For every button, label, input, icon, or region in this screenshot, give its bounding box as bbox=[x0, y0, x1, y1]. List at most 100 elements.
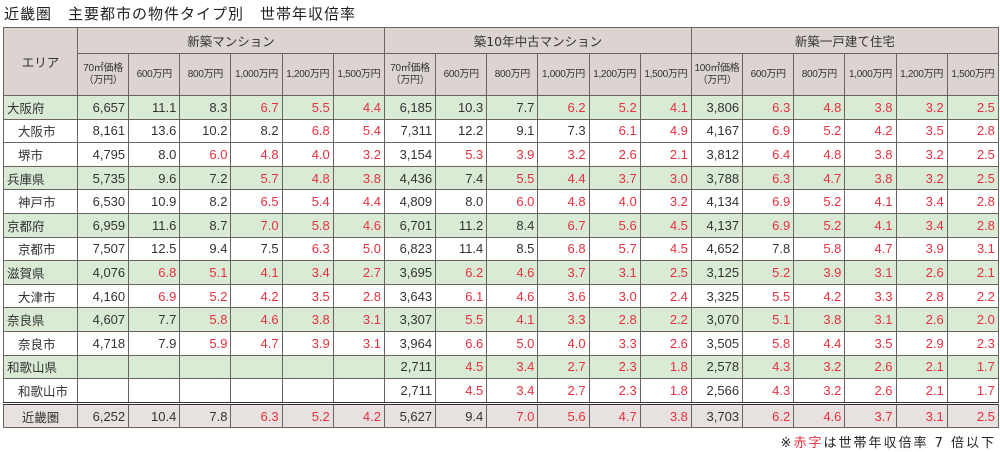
ratio-cell: 6.9 bbox=[742, 212, 795, 238]
table-row: 大阪市 8,161 13.6 10.2 8.2 6.8 5.4 7,311 12.2 9.1 7.3… bbox=[3, 118, 999, 144]
ratio-cell: 7.8 bbox=[742, 236, 795, 262]
ratio-cell: 5.6 bbox=[588, 212, 641, 238]
group-header: 新築一戸建て住宅 bbox=[690, 27, 999, 54]
price-cell: 6,530 bbox=[76, 189, 130, 214]
ratio-cell: 8.0 bbox=[128, 142, 181, 167]
price-cell: 3,812 bbox=[690, 142, 744, 167]
price-header: 70㎡価格（万円） bbox=[76, 53, 130, 96]
ratio-cell: 5.5 bbox=[435, 307, 488, 332]
ratio-cell: 3.3 bbox=[588, 330, 641, 356]
ratio-cell: 3.2 bbox=[895, 165, 948, 191]
ratio-cell: 2.6 bbox=[588, 142, 641, 167]
ratio-cell: 5.1 bbox=[742, 307, 795, 332]
ratio-cell: 2.1 bbox=[946, 260, 999, 285]
ratio-cell: 5.6 bbox=[537, 401, 590, 429]
price-cell: 3,964 bbox=[383, 330, 437, 356]
ratio-cell: 6.3 bbox=[742, 95, 795, 120]
ratio-cell: 12.2 bbox=[435, 118, 488, 144]
ratio-cell: 3.3 bbox=[844, 283, 897, 309]
ratio-cell: 4.4 bbox=[793, 330, 846, 356]
ratio-cell: 2.7 bbox=[537, 354, 590, 380]
ratio-cell: 5.5 bbox=[486, 165, 539, 191]
price-cell: 3,788 bbox=[690, 165, 744, 191]
ratio-cell: 3.1 bbox=[332, 330, 385, 356]
ratio-cell: 4.7 bbox=[588, 401, 641, 429]
price-cell bbox=[76, 378, 130, 404]
ratio-cell: 3.8 bbox=[639, 401, 692, 429]
ratio-cell: 3.0 bbox=[639, 165, 692, 191]
ratio-cell: 4.5 bbox=[435, 378, 488, 404]
ratio-cell: 5.9 bbox=[179, 330, 232, 356]
price-cell: 4,795 bbox=[76, 142, 130, 167]
price-cell: 2,711 bbox=[383, 354, 437, 380]
ratio-cell: 3.5 bbox=[844, 330, 897, 356]
ratio-cell bbox=[332, 378, 385, 404]
ratio-cell: 3.8 bbox=[844, 165, 897, 191]
ratio-cell: 4.4 bbox=[332, 189, 385, 214]
ratio-cell bbox=[179, 378, 232, 404]
ratio-cell: 6.0 bbox=[179, 142, 232, 167]
table-row: 兵庫県 5,735 9.6 7.2 5.7 4.8 3.8 4,436 7.4 5.5 4.4 3.7… bbox=[3, 165, 999, 191]
ratio-cell: 6.3 bbox=[281, 236, 334, 262]
ratio-cell: 4.8 bbox=[537, 189, 590, 214]
area-header: エリア bbox=[3, 27, 78, 96]
ratio-cell: 12.5 bbox=[128, 236, 181, 262]
price-cell: 5,627 bbox=[383, 401, 437, 429]
ratio-cell: 3.3 bbox=[537, 307, 590, 332]
ratio-cell: 9.4 bbox=[435, 401, 488, 429]
area-name: 近畿圏 bbox=[3, 401, 78, 429]
column-header-row: 70㎡価格（万円） 600万円 800万円 1,000万円 1,200万円 1,500万円… bbox=[4, 53, 999, 96]
ratio-cell: 8.3 bbox=[179, 95, 232, 120]
ratio-cell: 3.0 bbox=[588, 283, 641, 309]
ratio-cell: 6.9 bbox=[128, 283, 181, 309]
table-row: 大阪府 6,657 11.1 8.3 6.7 5.5 4.4 6,185 10.3 7.7 6.2 5… bbox=[3, 95, 999, 120]
ratio-cell: 6.7 bbox=[537, 212, 590, 238]
price-cell: 2,578 bbox=[690, 354, 744, 380]
ratio-cell: 3.1 bbox=[895, 401, 948, 429]
ratio-cell: 2.8 bbox=[946, 212, 999, 238]
ratio-cell: 6.1 bbox=[435, 283, 488, 309]
ratio-cell: 6.5 bbox=[230, 189, 283, 214]
ratio-cell: 3.8 bbox=[332, 165, 385, 191]
ratio-cell: 4.2 bbox=[230, 283, 283, 309]
ratio-cell: 3.4 bbox=[895, 212, 948, 238]
ratio-cell: 7.0 bbox=[230, 212, 283, 238]
ratio-cell: 5.5 bbox=[742, 283, 795, 309]
ratio-cell bbox=[179, 354, 232, 380]
price-cell: 3,703 bbox=[690, 401, 744, 429]
ratio-cell: 8.2 bbox=[179, 189, 232, 214]
price-cell: 3,695 bbox=[383, 260, 437, 285]
ratio-cell: 5.2 bbox=[793, 118, 846, 144]
ratio-cell: 2.9 bbox=[895, 330, 948, 356]
page-title: 近畿圏 主要都市の物件タイプ別 世帯年収倍率 bbox=[4, 5, 357, 23]
ratio-cell: 10.3 bbox=[435, 95, 488, 120]
ratio-cell: 3.2 bbox=[793, 354, 846, 380]
ratio-cell: 8.5 bbox=[486, 236, 539, 262]
ratio-cell: 3.7 bbox=[588, 165, 641, 191]
ratio-cell: 5.4 bbox=[332, 118, 385, 144]
ratio-cell: 7.7 bbox=[128, 307, 181, 332]
area-name: 京都府 bbox=[3, 212, 78, 238]
ratio-cell: 4.5 bbox=[435, 354, 488, 380]
ratio-cell: 4.1 bbox=[639, 95, 692, 120]
area-name: 和歌山県 bbox=[3, 354, 78, 380]
group-header: 築10年中古マンション bbox=[383, 27, 692, 54]
income-ratio-table: エリア 新築マンション 築10年中古マンション 新築一戸建て住宅 70㎡価格（万円）… bbox=[3, 27, 999, 429]
area-name: 奈良県 bbox=[3, 307, 78, 332]
price-cell: 4,718 bbox=[76, 330, 130, 356]
ratio-cell: 5.8 bbox=[281, 212, 334, 238]
ratio-cell: 8.2 bbox=[230, 118, 283, 144]
ratio-cell: 4.8 bbox=[793, 142, 846, 167]
ratio-cell: 11.2 bbox=[435, 212, 488, 238]
ratio-cell: 4.0 bbox=[281, 142, 334, 167]
ratio-cell: 9.4 bbox=[179, 236, 232, 262]
price-cell: 3,505 bbox=[690, 330, 744, 356]
ratio-cell: 8.7 bbox=[179, 212, 232, 238]
income-header: 1,000万円 bbox=[230, 53, 283, 96]
ratio-cell: 8.0 bbox=[435, 189, 488, 214]
ratio-cell: 1.7 bbox=[946, 354, 999, 380]
ratio-cell: 8.4 bbox=[486, 212, 539, 238]
income-header: 1,500万円 bbox=[332, 53, 385, 96]
area-name: 京都市 bbox=[3, 236, 78, 262]
ratio-cell: 3.2 bbox=[895, 142, 948, 167]
